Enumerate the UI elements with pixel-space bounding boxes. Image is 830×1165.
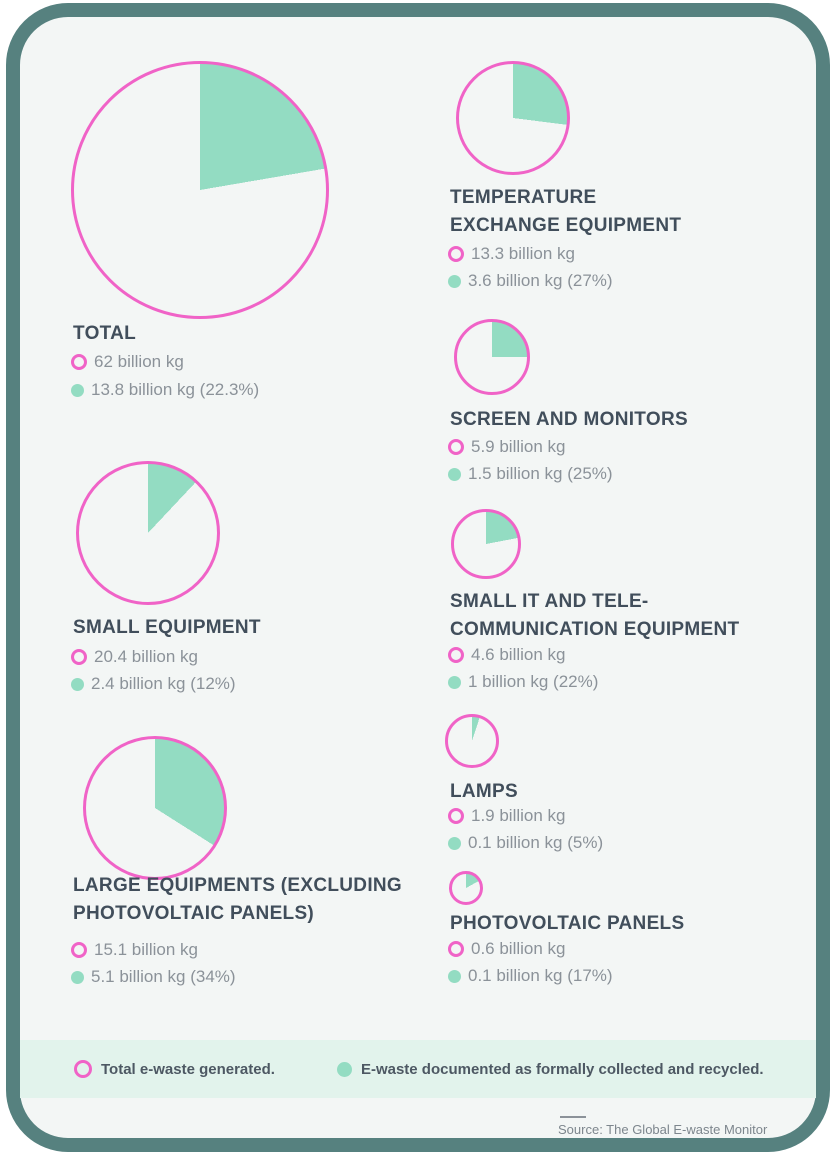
pie-chart-small-it [451,509,521,579]
generated-ring-icon [448,808,464,824]
category-title-total: TOTAL [73,320,136,348]
recycled-dot-icon [448,274,461,288]
category-title-line: LAMPS [450,781,518,802]
category-title-screens: SCREEN AND MONITORS [450,406,688,434]
recycled-value-row: 3.6 billion kg (27%) [448,268,613,294]
recycled-value-row: 13.8 billion kg (22.3%) [71,377,259,403]
category-title-temperature-exchange: TEMPERATURE EXCHANGE EQUIPMENT [450,184,681,240]
pie-chart-large-equipment [83,736,227,880]
recycled-value-row: 0.1 billion kg (17%) [448,963,613,989]
generated-ring-icon [448,647,464,663]
recycled-dot-icon [71,677,84,691]
category-title-line: SMALL EQUIPMENT [73,617,261,638]
category-title-line: SCREEN AND MONITORS [450,409,688,430]
recycled-value: 1 billion kg (22%) [468,672,599,691]
recycled-dot-icon [448,836,461,850]
generated-value: 4.6 billion kg [471,645,566,664]
generated-ring-icon [74,1060,92,1078]
recycled-dot-icon [336,1061,352,1077]
pie-chart-total [71,61,329,319]
category-title-line: SMALL IT AND TELE- [450,591,649,612]
generated-value-row: 20.4 billion kg [71,644,198,670]
generated-value-row: 13.3 billion kg [448,241,575,267]
recycled-value: 2.4 billion kg (12%) [91,674,236,693]
recycled-value-row: 5.1 billion kg (34%) [71,964,236,990]
recycled-value: 0.1 billion kg (5%) [468,833,604,852]
recycled-dot-icon [448,969,461,983]
pie-chart-small-equipment [76,461,220,605]
generated-ring-icon [71,649,87,665]
generated-value-row: 15.1 billion kg [71,937,198,963]
legend-item-recycled: E-waste documented as formally collected… [336,1060,764,1078]
category-title-line: TOTAL [73,323,137,344]
category-title-photovoltaic: PHOTOVOLTAIC PANELS [450,910,684,938]
recycled-value: 0.1 billion kg (17%) [468,966,613,985]
category-title-line: PHOTOVOLTAIC PANELS) [73,903,315,924]
legend-bar: Total e-waste generated. E-waste documen… [20,1040,816,1098]
category-title-small-equipment: SMALL EQUIPMENT [73,614,261,642]
generated-value-row: 4.6 billion kg [448,642,566,668]
recycled-dot-icon [448,675,461,689]
generated-value: 5.9 billion kg [471,437,566,456]
category-title-line: LARGE EQUIPMENTS (EXCLUDING [73,875,403,896]
generated-value-row: 62 billion kg [71,349,184,375]
source-divider [560,1116,586,1118]
recycled-value: 3.6 billion kg (27%) [468,271,613,290]
category-title-line: EXCHANGE EQUIPMENT [450,215,682,236]
category-title-line: PHOTOVOLTAIC PANELS [450,913,685,934]
source-text: Source: The Global E-waste Monitor [558,1122,768,1137]
recycled-value-row: 0.1 billion kg (5%) [448,830,603,856]
pie-chart-temperature-exchange [456,61,570,175]
generated-value-row: 0.6 billion kg [448,936,566,962]
pie-chart-lamps [445,714,499,768]
category-title-lamps: LAMPS [450,778,518,806]
generated-value: 0.6 billion kg [471,939,566,958]
generated-ring-icon [448,941,464,957]
generated-ring-icon [448,439,464,455]
generated-ring-icon [71,354,87,370]
recycled-dot-icon [71,970,84,984]
generated-value-row: 1.9 billion kg [448,803,566,829]
category-title-line: TEMPERATURE [450,187,597,208]
recycled-value: 1.5 billion kg (25%) [468,464,613,483]
recycled-value: 13.8 billion kg (22.3%) [91,380,260,399]
pie-chart-photovoltaic [449,871,483,905]
generated-ring-icon [448,246,464,262]
generated-ring-icon [71,942,87,958]
generated-value: 1.9 billion kg [471,806,566,825]
generated-value: 13.3 billion kg [471,244,575,263]
recycled-value: 5.1 billion kg (34%) [91,967,236,986]
recycled-value-row: 1.5 billion kg (25%) [448,461,613,487]
category-title-line: COMMUNICATION EQUIPMENT [450,619,740,640]
recycled-value-row: 1 billion kg (22%) [448,669,598,695]
category-title-large-equipment: LARGE EQUIPMENTS (EXCLUDING PHOTOVOLTAIC… [73,872,402,928]
legend-item-generated: Total e-waste generated. [74,1060,275,1078]
legend-recycled-label: E-waste documented as formally collected… [360,1060,764,1078]
generated-value: 20.4 billion kg [94,647,198,666]
recycled-dot-icon [448,467,461,481]
category-title-small-it: SMALL IT AND TELE- COMMUNICATION EQUIPME… [450,588,739,644]
generated-value: 62 billion kg [94,352,184,371]
legend-generated-label: Total e-waste generated. [101,1060,275,1078]
recycled-dot-icon [71,383,84,397]
generated-value-row: 5.9 billion kg [448,434,566,460]
pie-chart-screens [454,319,530,395]
generated-value: 15.1 billion kg [94,940,198,959]
recycled-value-row: 2.4 billion kg (12%) [71,671,236,697]
